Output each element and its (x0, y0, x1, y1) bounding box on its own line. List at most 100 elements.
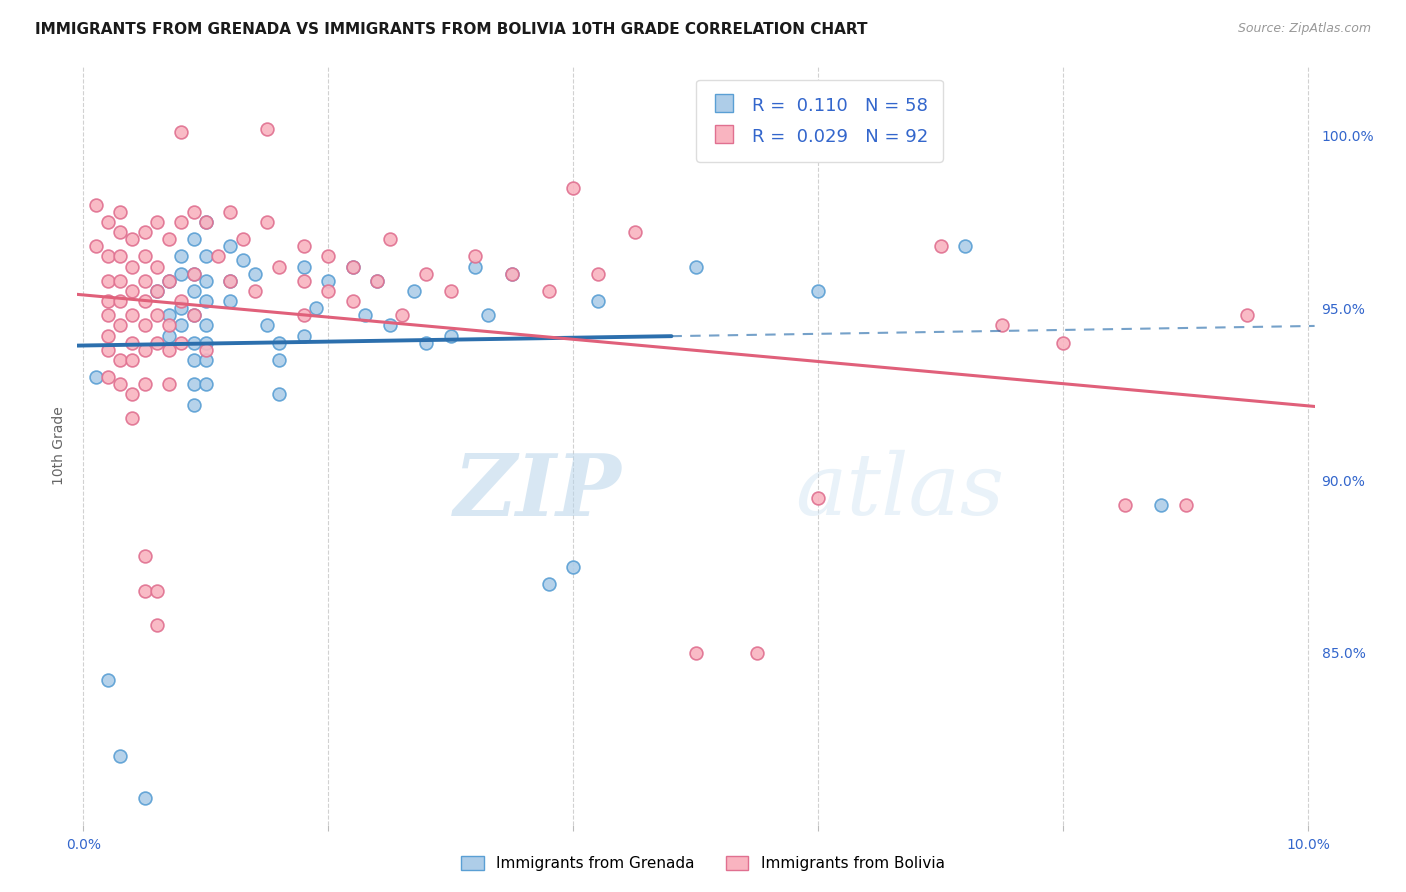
Text: IMMIGRANTS FROM GRENADA VS IMMIGRANTS FROM BOLIVIA 10TH GRADE CORRELATION CHART: IMMIGRANTS FROM GRENADA VS IMMIGRANTS FR… (35, 22, 868, 37)
Point (342, 260, 364, 274)
Point (415, 267, 437, 281)
Point (108, 352, 131, 367)
Point (97, 343, 120, 357)
Point (121, 260, 143, 274)
Point (1052, 335, 1074, 350)
Text: Source: ZipAtlas.com: Source: ZipAtlas.com (1237, 22, 1371, 36)
Point (97, 328, 120, 343)
Point (170, 249, 193, 263)
Point (157, 343, 180, 357)
Point (194, 274, 217, 288)
Point (108, 376, 131, 391)
Point (243, 267, 266, 281)
Point (194, 352, 217, 367)
Point (146, 284, 169, 298)
Point (537, 284, 560, 298)
Point (108, 294, 131, 309)
Point (623, 225, 645, 239)
Point (183, 376, 205, 391)
Point (194, 215, 217, 229)
Point (194, 215, 217, 229)
Point (562, 559, 585, 574)
Point (1175, 498, 1198, 512)
Point (134, 294, 156, 309)
Point (342, 294, 364, 309)
Point (366, 274, 388, 288)
Point (929, 239, 952, 253)
Point (464, 249, 486, 263)
Point (170, 318, 193, 333)
Point (440, 284, 463, 298)
Point (747, 646, 769, 660)
Point (586, 267, 609, 281)
Point (97, 249, 120, 263)
Point (121, 308, 143, 322)
Point (157, 274, 180, 288)
Point (501, 267, 523, 281)
Point (464, 260, 486, 274)
Point (97, 370, 120, 384)
Point (269, 352, 291, 367)
Point (354, 308, 377, 322)
Point (146, 215, 169, 229)
Point (194, 335, 217, 350)
Point (157, 274, 180, 288)
Point (134, 249, 156, 263)
Point (97, 294, 120, 309)
Point (194, 294, 217, 309)
Legend: R =  0.110   N = 58, R =  0.029   N = 92: R = 0.110 N = 58, R = 0.029 N = 92 (696, 79, 943, 161)
Point (170, 215, 193, 229)
Point (194, 343, 217, 357)
Point (207, 249, 229, 263)
Point (170, 125, 193, 139)
Point (108, 204, 131, 219)
Point (108, 249, 131, 263)
Point (366, 274, 388, 288)
Point (269, 260, 291, 274)
Point (121, 232, 143, 246)
Point (146, 260, 169, 274)
Point (121, 411, 143, 425)
Point (134, 225, 156, 239)
Point (269, 335, 291, 350)
Point (183, 335, 205, 350)
Point (1236, 308, 1258, 322)
Point (685, 646, 707, 660)
Point (256, 215, 278, 229)
Point (157, 308, 180, 322)
Point (378, 232, 401, 246)
Point (256, 122, 278, 136)
Point (84, 370, 107, 384)
Point (685, 260, 707, 274)
Point (157, 376, 180, 391)
Point (440, 328, 463, 343)
Point (256, 318, 278, 333)
Text: ZIP: ZIP (454, 450, 621, 533)
Point (219, 204, 242, 219)
Point (194, 376, 217, 391)
Point (146, 335, 169, 350)
Point (807, 284, 830, 298)
Point (243, 284, 266, 298)
Point (183, 267, 205, 281)
Point (415, 335, 437, 350)
Point (537, 577, 560, 591)
Point (477, 308, 499, 322)
Point (134, 583, 156, 598)
Point (318, 284, 340, 298)
Point (108, 225, 131, 239)
Point (219, 239, 242, 253)
Point (157, 328, 180, 343)
Point (108, 749, 131, 764)
Point (108, 318, 131, 333)
Point (170, 294, 193, 309)
Point (194, 318, 217, 333)
Point (108, 274, 131, 288)
Point (183, 308, 205, 322)
Point (146, 618, 169, 632)
Point (134, 376, 156, 391)
Point (183, 352, 205, 367)
Point (170, 267, 193, 281)
Point (134, 343, 156, 357)
Point (232, 232, 254, 246)
